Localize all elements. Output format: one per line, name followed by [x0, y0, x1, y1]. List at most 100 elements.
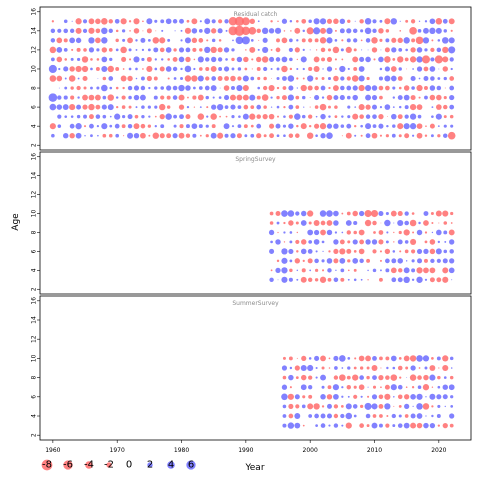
residual-bubble [429, 375, 435, 381]
residual-bubble [303, 49, 305, 51]
residual-bubble [417, 47, 423, 53]
residual-bubble [58, 68, 60, 70]
residual-bubble [444, 77, 447, 80]
x-tick-label: 1960 [45, 447, 60, 454]
residual-bubble [365, 220, 371, 226]
residual-bubble [101, 123, 107, 129]
residual-bubble [89, 18, 95, 24]
residual-bubble [346, 28, 351, 33]
residual-bubble [342, 232, 344, 234]
residual-bubble [225, 105, 229, 109]
legend-label: -6 [63, 460, 73, 471]
residual-bubble [262, 94, 269, 101]
residual-bubble [275, 268, 280, 273]
residual-bubble [147, 28, 152, 33]
residual-bubble [334, 375, 338, 379]
residual-bubble [248, 27, 256, 35]
residual-bubble [129, 30, 131, 32]
residual-bubble [290, 20, 292, 22]
residual-bubble [173, 133, 178, 138]
residual-bubble [269, 114, 275, 120]
residual-bubble [322, 366, 325, 369]
residual-bubble [399, 106, 401, 108]
residual-bubble [429, 28, 435, 34]
residual-bubble [386, 29, 389, 32]
residual-bubble [218, 19, 222, 23]
residual-bubble [327, 258, 333, 264]
residual-bubble [398, 366, 403, 371]
residual-bubble [230, 76, 236, 82]
residual-bubble [352, 114, 358, 120]
residual-bubble [451, 367, 453, 369]
residual-bubble [276, 96, 279, 99]
residual-bubble [301, 375, 306, 380]
residual-bubble [404, 394, 409, 399]
panels-group: Residual catch 2 4 6 8 10 12 14 16 SpringSurvey 2 4… [31, 7, 472, 454]
residual-bubble [258, 20, 260, 22]
residual-bubble [347, 385, 351, 389]
residual-bubble [320, 210, 326, 216]
residual-bubble [83, 76, 88, 81]
residual-bubble [352, 95, 358, 101]
residual-bubble [173, 86, 178, 91]
residual-bubble [410, 56, 416, 62]
y-tick-label: 12 [31, 46, 38, 54]
residual-bubble [367, 396, 369, 398]
residual-bubble [308, 67, 312, 71]
residual-bubble [123, 135, 124, 136]
residual-bubble [425, 396, 426, 397]
residual-bubble [72, 21, 73, 22]
residual-bubble [404, 423, 410, 429]
residual-bubble [294, 28, 300, 34]
residual-bubble [57, 104, 63, 110]
residual-bubble [301, 356, 306, 361]
residual-bubble [122, 124, 126, 128]
residual-bubble [416, 85, 422, 91]
residual-bubble [348, 269, 350, 271]
residual-bubble [320, 123, 326, 129]
residual-bubble [437, 48, 442, 53]
residual-bubble [283, 222, 285, 224]
residual-bubble [315, 105, 319, 109]
residual-bubble [328, 250, 330, 252]
residual-bubble [69, 66, 74, 71]
residual-bubble [335, 58, 337, 60]
residual-bubble [180, 68, 182, 70]
residual-bubble [335, 115, 338, 118]
residual-bubble [346, 249, 351, 254]
residual-bubble [258, 49, 260, 51]
residual-bubble [173, 57, 178, 62]
residual-bubble [329, 358, 331, 360]
residual-bubble [303, 425, 305, 427]
residual-bubble [359, 249, 365, 255]
y-tick-label: 4 [31, 124, 38, 128]
residual-bubble [391, 384, 397, 390]
residual-bubble [185, 57, 190, 62]
residual-bubble [438, 386, 441, 389]
residual-bubble [436, 230, 442, 236]
residual-bubble [302, 405, 306, 409]
residual-bubble [316, 49, 317, 50]
residual-bubble [419, 97, 421, 99]
residual-bubble [334, 423, 338, 427]
residual-bubble [372, 394, 377, 399]
residual-bubble [365, 105, 370, 110]
residual-bubble [359, 240, 364, 245]
residual-bubble [424, 259, 428, 263]
y-tick-label: 6 [31, 395, 38, 399]
residual-bubble [231, 48, 234, 51]
residual-bubble [122, 29, 125, 32]
residual-bubble [347, 366, 350, 369]
panel-title: SpringSurvey [235, 156, 276, 163]
residual-bubble [334, 414, 338, 418]
residual-bubble [354, 106, 356, 108]
residual-bubble [416, 56, 422, 62]
residual-bubble [211, 133, 217, 139]
residual-bubble [192, 28, 198, 34]
residual-bubble [379, 230, 384, 235]
residual-bubble [134, 123, 140, 129]
residual-bubble [327, 220, 333, 226]
residual-bubble [423, 267, 429, 273]
residual-bubble [308, 249, 313, 254]
residual-bubble [97, 125, 99, 127]
